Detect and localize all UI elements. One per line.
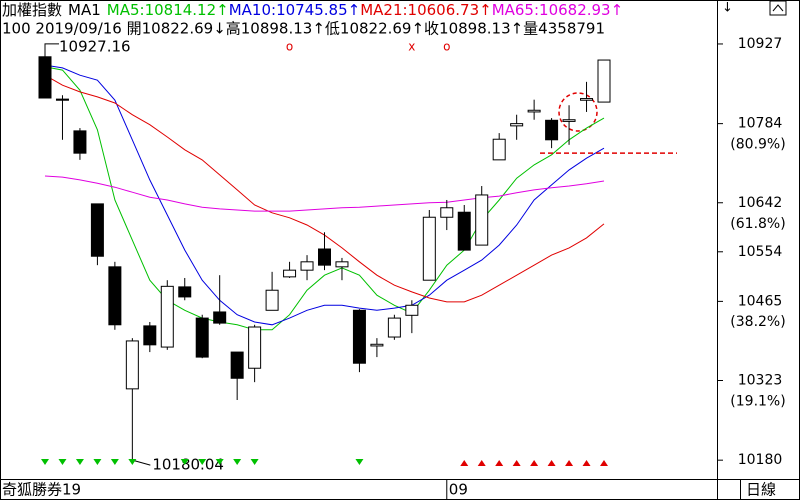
legend-entry: MA65:10682.93↑ xyxy=(492,1,623,19)
retracement-label: (38.2%) xyxy=(730,314,785,330)
legend-entry: MA10:10745.85↑ xyxy=(229,1,360,19)
ma-line xyxy=(44,64,605,326)
candle-body xyxy=(387,317,401,338)
sell-marker xyxy=(512,460,521,466)
candle-body xyxy=(492,138,506,161)
candle-body xyxy=(580,98,594,101)
candle-body xyxy=(440,207,454,218)
y-tick-label: 10554 xyxy=(738,244,783,260)
candle-body xyxy=(108,266,122,326)
candle-body xyxy=(300,261,314,271)
buy-marker xyxy=(93,459,102,465)
candle-body xyxy=(283,269,297,278)
candle-body xyxy=(562,119,576,122)
candle-body xyxy=(597,59,611,103)
scroll-icon[interactable]: ↓ xyxy=(722,1,733,16)
candle-body xyxy=(370,343,384,347)
period: MA1 xyxy=(68,1,101,19)
highlight-circle xyxy=(558,92,598,132)
sell-marker xyxy=(530,460,539,466)
buy-marker xyxy=(128,459,137,465)
signal-marker: o xyxy=(286,40,293,54)
candle-body xyxy=(73,130,87,154)
candle-body xyxy=(527,109,541,113)
buy-marker xyxy=(180,459,189,465)
candle-body xyxy=(422,216,436,281)
retracement-label: (19.1%) xyxy=(730,394,785,410)
buy-marker xyxy=(233,459,242,465)
info-line: 100 2019/09/16 開10822.69↓高10898.13↑低1082… xyxy=(2,20,605,38)
sell-marker xyxy=(547,460,556,466)
candle-body xyxy=(475,194,489,246)
sell-marker xyxy=(477,460,486,466)
annotation-leader xyxy=(44,43,59,50)
header-line: 加權指數 MA1 MA5:10814.12↑MA10:10745.85↑MA21:1… xyxy=(2,1,623,19)
y-tick-label: 10180 xyxy=(738,452,783,468)
candle-body xyxy=(545,119,559,141)
candle-body xyxy=(90,203,104,257)
y-tick-label: 10784 xyxy=(738,116,783,132)
buy-marker xyxy=(41,459,49,465)
buy-marker xyxy=(250,459,259,465)
candle-body xyxy=(457,211,471,251)
annotation-leader xyxy=(132,459,151,466)
scroll-button[interactable] xyxy=(769,0,787,16)
footer-label[interactable]: 日線 xyxy=(746,481,776,499)
sell-marker xyxy=(495,460,504,466)
ma-line xyxy=(44,66,605,331)
low-annotation: 10180.04 xyxy=(152,456,224,474)
retracement-label: (61.8%) xyxy=(730,216,785,232)
retracement-label: (80.9%) xyxy=(730,136,785,152)
candle-body xyxy=(405,304,419,316)
sell-marker xyxy=(582,460,591,466)
buy-marker xyxy=(75,459,84,465)
sell-marker xyxy=(565,460,574,466)
candle-body xyxy=(318,248,331,266)
candle-body xyxy=(335,261,349,268)
buy-marker xyxy=(58,459,67,465)
y-tick-label: 10927 xyxy=(738,36,783,52)
signal-marker: x xyxy=(408,40,415,54)
ma-line xyxy=(44,175,605,212)
x-tick-label: 09 xyxy=(449,481,468,499)
candle-body xyxy=(143,325,157,346)
candle-body xyxy=(38,56,52,99)
candle-body xyxy=(178,286,192,298)
candle-body xyxy=(248,326,262,369)
y-tick-label: 10642 xyxy=(738,195,783,211)
buy-marker xyxy=(198,459,207,465)
footer-label: 奇狐勝券19 xyxy=(2,481,81,499)
y-tick-label: 10465 xyxy=(738,293,783,309)
candle-body xyxy=(160,285,174,348)
candle-body xyxy=(55,98,69,101)
scroll-arrow xyxy=(772,4,784,12)
y-tick-label: 10323 xyxy=(738,372,783,388)
candle-body xyxy=(195,317,209,358)
legend-entry: MA21:10606.73↑ xyxy=(360,1,491,19)
candle-body xyxy=(352,309,366,364)
buy-marker xyxy=(355,459,364,465)
sell-marker xyxy=(460,460,469,466)
candle-body xyxy=(213,311,227,324)
candle-body xyxy=(230,351,244,379)
candle-body xyxy=(265,289,279,311)
buy-marker xyxy=(110,459,119,465)
title: 加權指數 xyxy=(2,1,62,19)
buy-marker xyxy=(215,459,224,465)
candle-body xyxy=(125,340,139,390)
signal-marker: o xyxy=(443,40,450,54)
legend-entry: MA5:10814.12↑ xyxy=(107,1,229,19)
sell-marker xyxy=(600,460,608,466)
candle-body xyxy=(510,123,524,127)
high-annotation: 10927.16 xyxy=(59,37,131,55)
